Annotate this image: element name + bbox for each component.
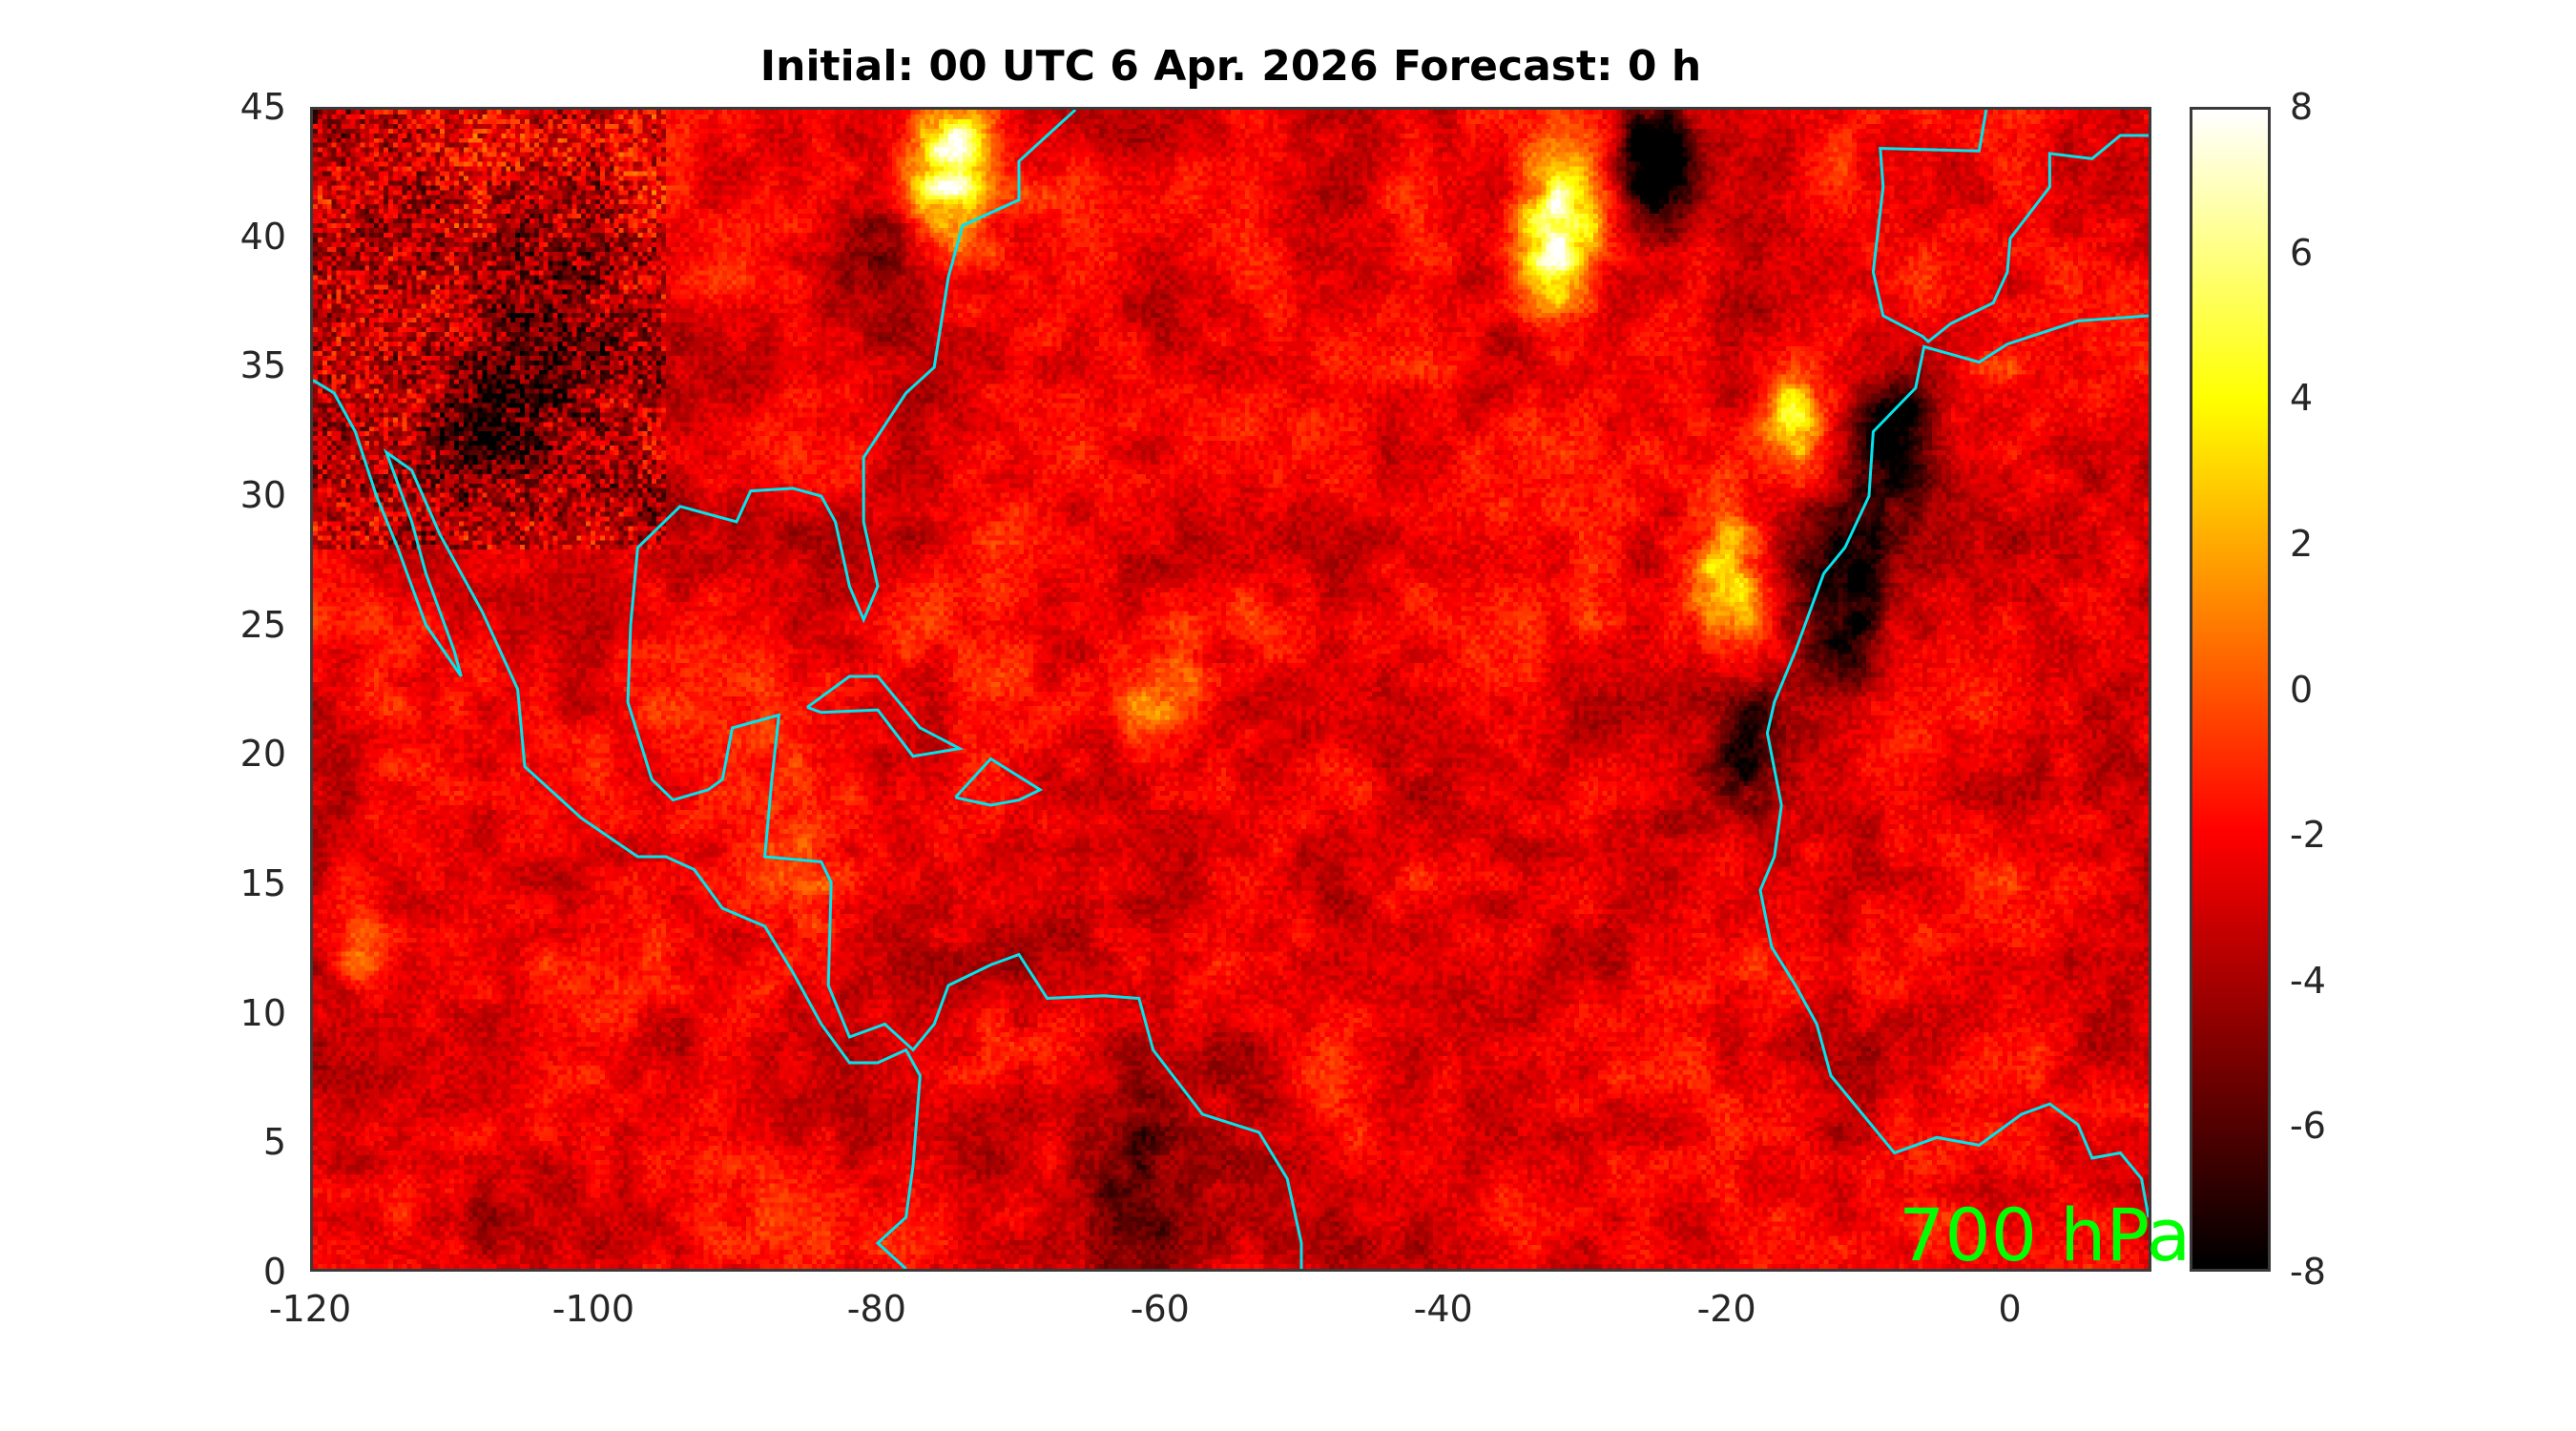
y-tick-label: 5 (262, 1121, 286, 1164)
map-plot-area (310, 107, 2151, 1272)
heatmap-field (313, 110, 2149, 1269)
y-tick-label: 35 (239, 344, 286, 387)
colorbar-tick-label: -6 (2290, 1105, 2326, 1148)
colorbar (2190, 107, 2271, 1272)
chart-title: Initial: 00 UTC 6 Apr. 2026 Forecast: 0 … (759, 42, 1702, 91)
coastline (626, 110, 1303, 1269)
x-tick-label: -120 (268, 1288, 352, 1330)
y-tick-label: 15 (239, 862, 286, 904)
y-tick-label: 20 (239, 733, 286, 776)
colorbar-tick-label: 8 (2290, 86, 2314, 128)
colorbar-tick-label: -4 (2290, 959, 2326, 1002)
x-tick-label: 0 (1998, 1288, 2022, 1330)
colorbar-tick-label: 6 (2290, 231, 2314, 274)
y-tick-label: 0 (262, 1251, 286, 1293)
y-tick-label: 10 (239, 991, 286, 1034)
colorbar-tick-label: 0 (2290, 668, 2314, 711)
pressure-level-label: 700 hPa (1899, 1192, 2192, 1277)
coastline (1871, 110, 2149, 343)
y-tick-label: 40 (239, 215, 286, 258)
x-tick-label: -80 (846, 1288, 906, 1330)
y-tick-label: 30 (239, 474, 286, 516)
colorbar-tick-label: -8 (2290, 1251, 2326, 1293)
coastline (806, 674, 965, 758)
x-tick-label: -100 (551, 1288, 635, 1330)
x-tick-label: -40 (1413, 1288, 1473, 1330)
coastlines (313, 110, 2149, 1269)
x-tick-label: -20 (1696, 1288, 1756, 1330)
coastline (1758, 314, 2149, 1218)
coastline (954, 757, 1044, 807)
y-tick-label: 25 (239, 603, 286, 646)
colorbar-tick-label: 2 (2290, 522, 2314, 565)
y-tick-label: 45 (239, 86, 286, 128)
coastline (313, 379, 922, 1269)
x-tick-label: -60 (1130, 1288, 1190, 1330)
colorbar-tick-label: -2 (2290, 814, 2326, 857)
colorbar-tick-label: 4 (2290, 377, 2314, 420)
